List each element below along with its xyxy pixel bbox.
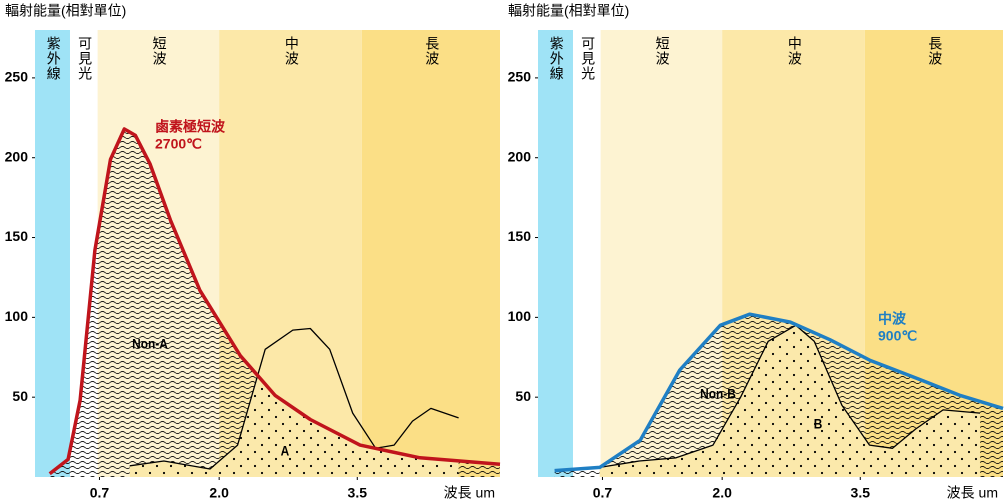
y-tick-label: 200 bbox=[5, 148, 29, 164]
band-label: 可見光 bbox=[77, 36, 93, 81]
band-label: 長波 bbox=[927, 36, 943, 66]
main-curve bbox=[48, 127, 501, 476]
y-tick-label: 50 bbox=[12, 388, 28, 404]
area-dots bbox=[599, 325, 980, 477]
y-tick-label: 150 bbox=[508, 228, 532, 244]
x-tick-label: 0.7 bbox=[90, 485, 110, 501]
curve-label: 鹵素極短波 bbox=[155, 119, 226, 135]
x-tick-label: 3.5 bbox=[851, 485, 871, 501]
x-tick-label: 2.0 bbox=[209, 485, 229, 501]
y-tick-label: 100 bbox=[508, 308, 532, 324]
y-tick-label: 100 bbox=[5, 308, 29, 324]
y-tick-label: 250 bbox=[508, 69, 532, 85]
area-hatch bbox=[49, 129, 500, 477]
annotation: A bbox=[281, 443, 290, 459]
main-curve bbox=[554, 312, 1004, 473]
curve-label: 900℃ bbox=[878, 328, 917, 344]
band-label: 中波 bbox=[284, 36, 300, 66]
band bbox=[35, 30, 70, 477]
y-tick-label: 200 bbox=[508, 148, 532, 164]
curve-label: 中波 bbox=[878, 311, 907, 327]
thin-curve bbox=[599, 324, 981, 469]
band-label: 短波 bbox=[152, 36, 168, 66]
x-tick-label: 2.0 bbox=[712, 485, 732, 501]
chart-title: 輻射能量(相對單位) bbox=[508, 3, 629, 19]
band-label: 短波 bbox=[655, 36, 671, 66]
band bbox=[572, 30, 601, 477]
annotation: Non-B bbox=[700, 386, 736, 402]
band bbox=[361, 30, 500, 477]
band-label: 紫外線 bbox=[46, 36, 62, 81]
y-tick-label: 250 bbox=[5, 69, 29, 85]
curve-label: 2700℃ bbox=[155, 136, 202, 152]
x-axis-label: 波長 um bbox=[444, 485, 495, 501]
band-label: 中波 bbox=[787, 36, 803, 66]
chart-title: 輻射能量(相對單位) bbox=[5, 3, 126, 19]
thin-curve bbox=[129, 327, 459, 470]
y-tick-label: 150 bbox=[5, 228, 29, 244]
band bbox=[538, 30, 573, 477]
band-label: 紫外線 bbox=[549, 36, 565, 81]
y-tick-label: 50 bbox=[515, 388, 531, 404]
annotation: Non-A bbox=[132, 336, 168, 352]
band-label: 長波 bbox=[424, 36, 440, 66]
x-tick-label: 0.7 bbox=[593, 485, 613, 501]
x-tick-label: 3.5 bbox=[348, 485, 368, 501]
x-axis-label: 波長 um bbox=[947, 485, 998, 501]
annotation: B bbox=[814, 416, 823, 432]
band-label: 可見光 bbox=[580, 36, 596, 81]
